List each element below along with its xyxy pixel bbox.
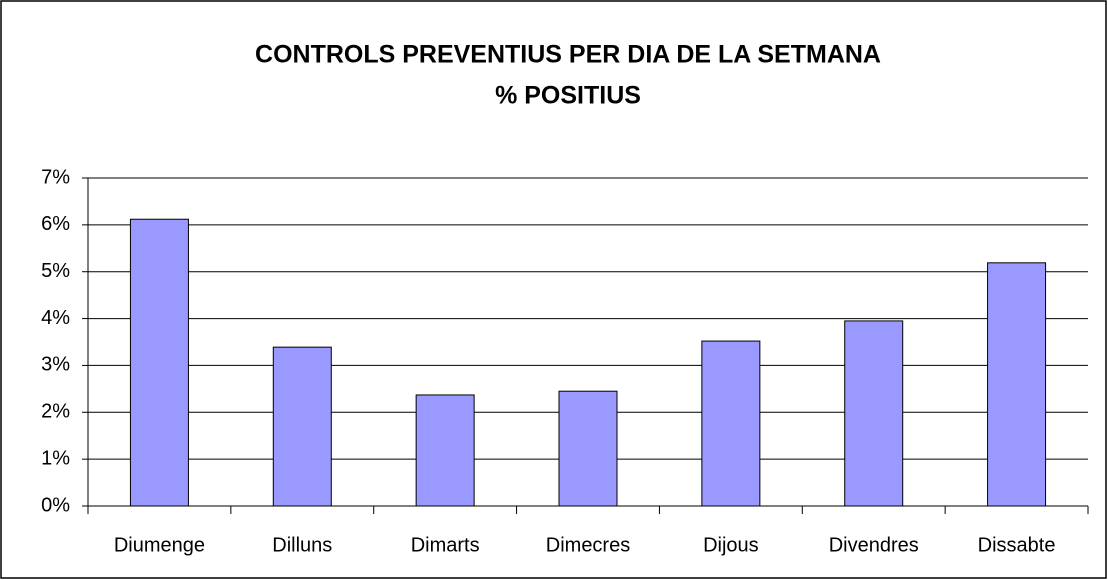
bar	[987, 262, 1047, 507]
bar	[415, 394, 475, 507]
bar	[272, 346, 332, 507]
x-tick-label: Divendres	[829, 534, 919, 556]
y-tick-label: 5%	[41, 260, 70, 282]
x-tick-label: Dijous	[703, 534, 759, 556]
x-tick-label: Dimecres	[546, 534, 630, 556]
y-tick-label: 0%	[41, 494, 70, 516]
bar	[701, 340, 761, 507]
x-tick-label: Dimarts	[411, 534, 480, 556]
bar	[129, 218, 189, 507]
bar	[844, 320, 904, 507]
chart-title: CONTROLS PREVENTIUS PER DIA DE LA SETMAN…	[255, 41, 881, 69]
y-tick-label: 4%	[41, 307, 70, 329]
x-tick-label: Dissabte	[978, 534, 1056, 556]
y-tick-label: 2%	[41, 401, 70, 423]
x-tick-label: Diumenge	[114, 534, 205, 556]
y-tick-label: 1%	[41, 447, 70, 469]
bar	[558, 390, 618, 507]
chart-subtitle: % POSITIUS	[495, 82, 641, 110]
y-tick-label: 6%	[41, 213, 70, 235]
y-tick-label: 7%	[41, 166, 70, 188]
x-tick-label: Dilluns	[272, 534, 332, 556]
y-tick-label: 3%	[41, 354, 70, 376]
